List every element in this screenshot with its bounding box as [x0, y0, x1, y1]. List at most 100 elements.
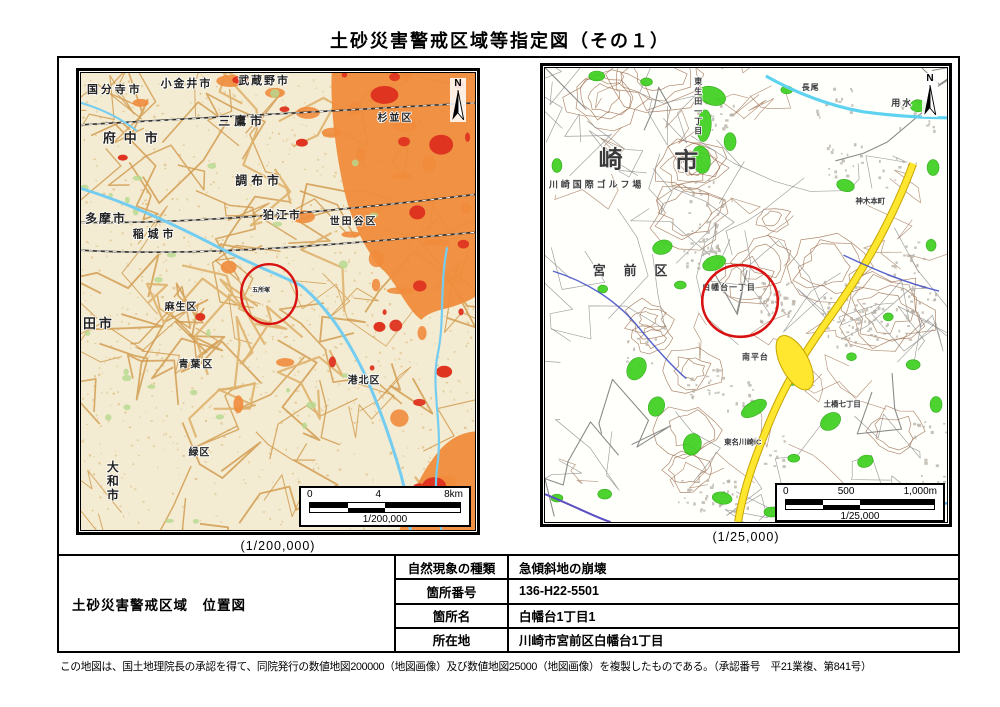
map-speck [151, 395, 154, 397]
map-speck [304, 102, 306, 104]
map-speck [136, 439, 139, 441]
scale-segment [823, 500, 860, 505]
park-spot [164, 518, 174, 523]
map-speck [188, 279, 191, 281]
map-speck [427, 461, 431, 463]
map-speck [370, 272, 373, 274]
map-speck [343, 313, 345, 316]
map-speck [374, 331, 377, 334]
map-speck [281, 520, 284, 523]
building [882, 332, 887, 335]
map-speck [124, 411, 127, 414]
road-line [221, 73, 292, 205]
map-speck [97, 373, 101, 376]
map-speck [459, 381, 461, 383]
building [899, 127, 902, 131]
urban-area [321, 127, 342, 138]
road-line [81, 73, 135, 127]
building [712, 180, 715, 185]
map-speck [125, 93, 128, 96]
contour-line [615, 68, 705, 111]
map-speck [91, 509, 94, 512]
building [832, 148, 834, 151]
map-speck [90, 295, 92, 297]
building [895, 308, 898, 312]
building [720, 206, 724, 209]
building [779, 293, 782, 297]
building [912, 310, 916, 314]
map-speck [327, 399, 330, 401]
building [914, 435, 917, 440]
contour-line [587, 83, 621, 114]
scale-segment [310, 507, 348, 512]
park-spot [301, 422, 308, 429]
road-line [88, 313, 164, 331]
map-speck [112, 188, 115, 191]
map-speck [465, 344, 467, 347]
map-speck [293, 339, 296, 341]
warning-area-patch [787, 453, 801, 463]
map-speck [180, 407, 182, 410]
map-speck [216, 85, 218, 88]
road-line [107, 144, 206, 191]
map-speck [470, 336, 473, 339]
contour-line [856, 292, 915, 335]
map-speck [90, 313, 92, 316]
map-speck [117, 329, 119, 331]
map-speck [249, 208, 252, 211]
warning-area-patch [588, 70, 606, 82]
map-speck [288, 153, 290, 155]
contour-line [649, 185, 729, 251]
building [722, 393, 725, 396]
building [841, 330, 844, 334]
map-speck [310, 434, 314, 437]
map-speck [291, 143, 294, 146]
map-speck [87, 241, 90, 244]
map-speck [311, 290, 314, 293]
map-speck [271, 131, 274, 134]
map-speck [321, 409, 324, 412]
contour-line [824, 354, 873, 398]
map-speck [184, 435, 187, 437]
building [689, 200, 693, 204]
map-speck [382, 396, 384, 399]
road-line [835, 107, 928, 162]
road-line [151, 333, 224, 380]
building [724, 124, 728, 128]
scale-ratio: 1/200,000 [362, 514, 408, 525]
map-speck [167, 325, 170, 328]
map-speck [116, 365, 119, 368]
map-speck [162, 420, 165, 422]
scale-segment [860, 504, 934, 509]
building [733, 480, 737, 484]
building [783, 296, 786, 300]
scale-bar-segments [309, 502, 461, 513]
building [750, 399, 754, 403]
map-speck [162, 261, 165, 263]
map-speck [159, 274, 162, 276]
dense-urban-area [341, 73, 348, 78]
building [698, 241, 703, 243]
building [711, 249, 715, 254]
building [698, 226, 702, 230]
building [915, 162, 918, 165]
map-speck [276, 256, 279, 259]
dense-urban-area [429, 134, 454, 155]
map-speck [115, 467, 118, 469]
building [627, 340, 630, 342]
map-speck [253, 321, 255, 324]
building [692, 192, 695, 197]
map-speck [173, 287, 176, 290]
contour-line [652, 406, 723, 460]
building [781, 303, 783, 307]
map-speck [100, 484, 103, 487]
road-line [219, 195, 291, 255]
scale-segment [385, 507, 460, 512]
map-speck [140, 372, 142, 376]
map-speck [192, 253, 196, 255]
map-speck [290, 198, 293, 200]
page-title: 土砂災害警戒区域等指定図（その１） [330, 31, 670, 51]
park-spot [124, 196, 130, 204]
building [933, 298, 936, 301]
